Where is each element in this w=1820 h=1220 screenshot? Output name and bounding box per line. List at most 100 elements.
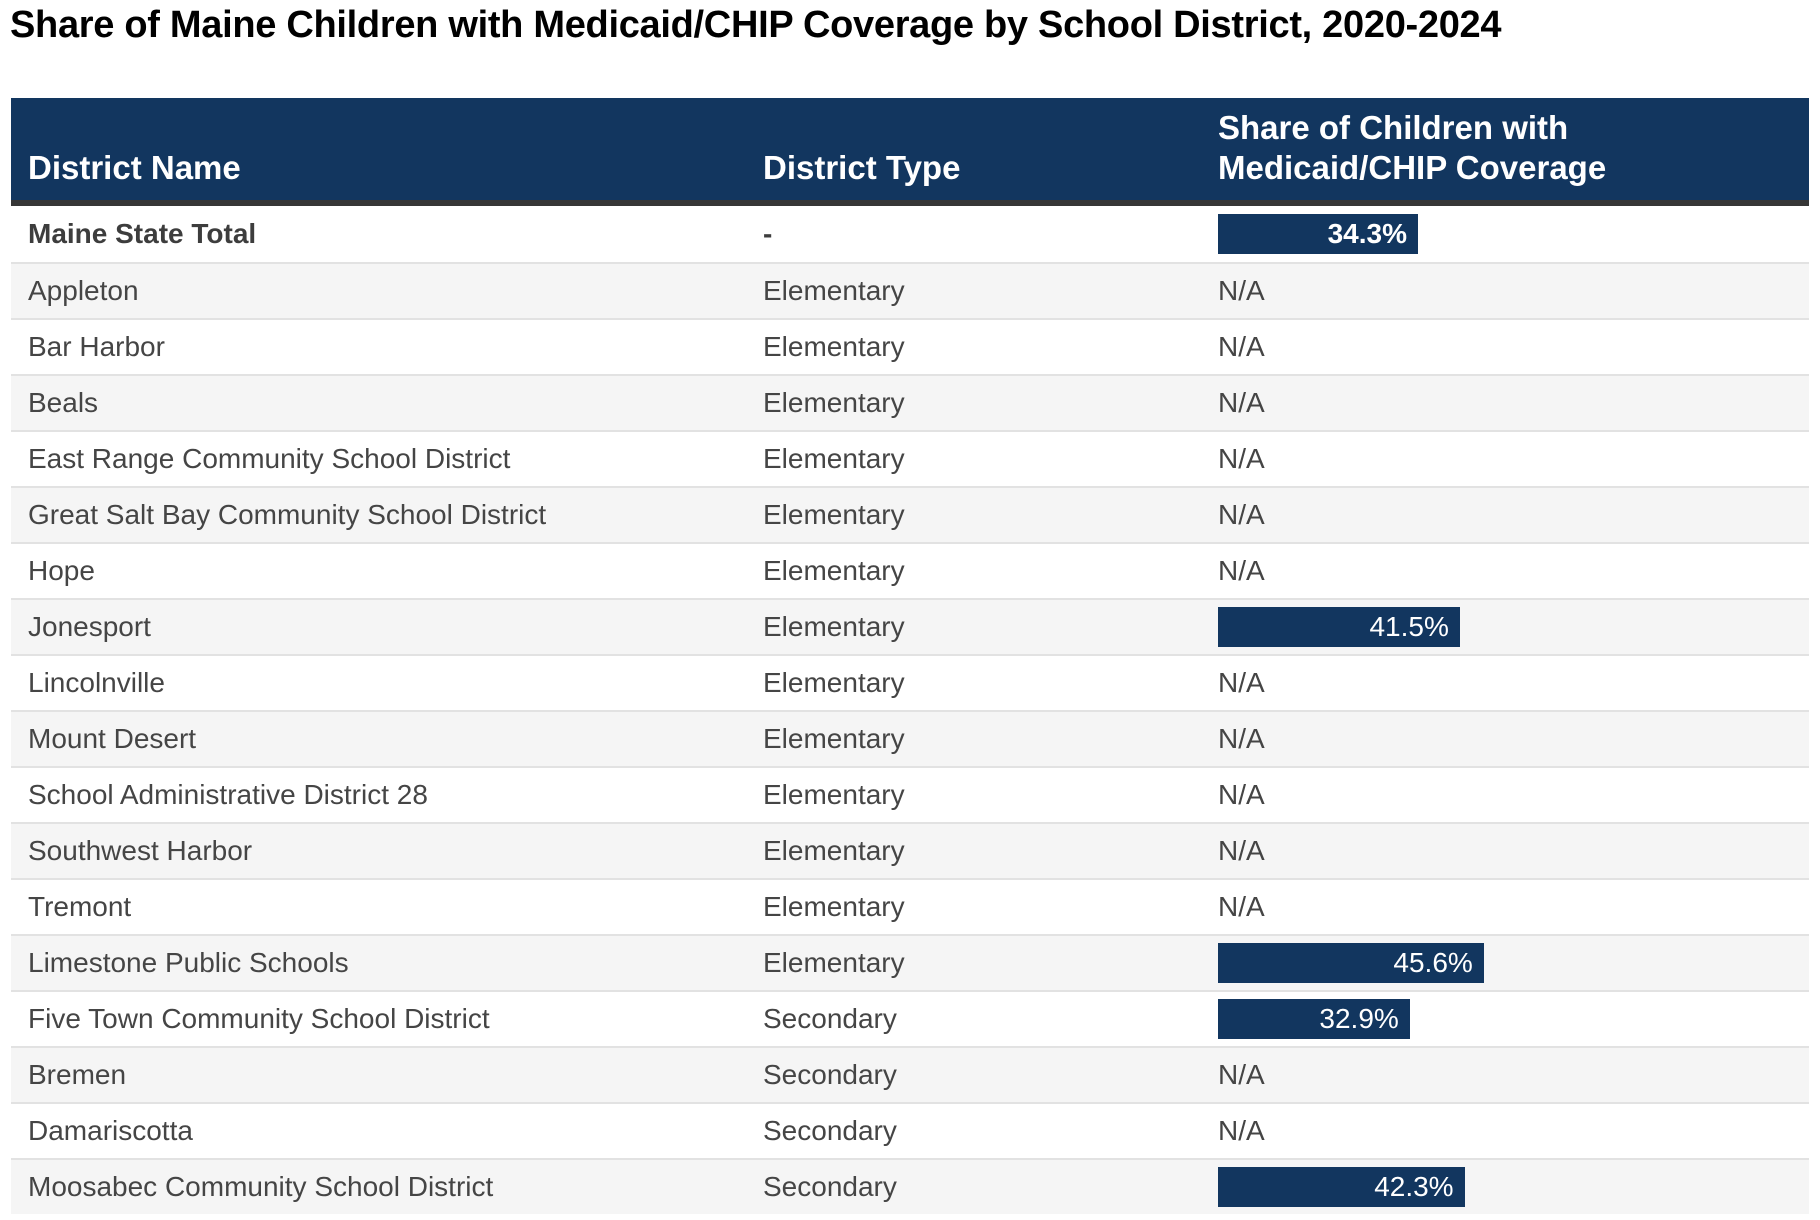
table-row: Appleton Elementary N/A	[11, 262, 1809, 318]
district-type-cell: Elementary	[763, 443, 905, 474]
coverage-na-value: N/A	[1218, 275, 1265, 306]
district-type-cell: Elementary	[763, 891, 905, 922]
table-row: Bremen Secondary N/A	[11, 1046, 1809, 1102]
coverage-cell: N/A	[1201, 779, 1809, 811]
coverage-cell: N/A	[1201, 275, 1809, 307]
table-row: Five Town Community School District Seco…	[11, 990, 1809, 1046]
district-type-cell: Secondary	[763, 1171, 897, 1202]
coverage-bar: 42.3%	[1218, 1167, 1465, 1207]
coverage-cell: 32.9%	[1201, 999, 1809, 1039]
table-body: Maine State Total - 34.3% Appleton Eleme…	[11, 206, 1809, 1214]
coverage-bar-value: 42.3%	[1374, 1171, 1454, 1202]
coverage-na-value: N/A	[1218, 499, 1265, 530]
coverage-na-value: N/A	[1218, 1059, 1265, 1090]
table-row: Limestone Public Schools Elementary 45.6…	[11, 934, 1809, 990]
coverage-cell: 34.3%	[1201, 214, 1809, 254]
district-type-cell: Elementary	[763, 779, 905, 810]
table-row: Tremont Elementary N/A	[11, 878, 1809, 934]
table-row: Southwest Harbor Elementary N/A	[11, 822, 1809, 878]
coverage-cell: N/A	[1201, 555, 1809, 587]
coverage-cell: 45.6%	[1201, 943, 1809, 983]
district-name-cell: Hope	[28, 555, 95, 586]
table-row: East Range Community School District Ele…	[11, 430, 1809, 486]
coverage-na-value: N/A	[1218, 835, 1265, 866]
table-row: Damariscotta Secondary N/A	[11, 1102, 1809, 1158]
column-header-district-type: District Type	[763, 148, 961, 186]
district-type-cell: Elementary	[763, 667, 905, 698]
coverage-cell: N/A	[1201, 1115, 1809, 1147]
coverage-bar: 32.9%	[1218, 999, 1410, 1039]
district-type-cell: Elementary	[763, 835, 905, 866]
district-name-cell: Mount Desert	[28, 723, 197, 754]
district-name-cell: Southwest Harbor	[28, 835, 253, 866]
column-header-district-name: District Name	[28, 148, 241, 186]
district-name-cell: School Administrative District 28	[28, 779, 428, 810]
coverage-cell: N/A	[1201, 387, 1809, 419]
district-name-cell: Bremen	[28, 1059, 127, 1090]
page-title: Share of Maine Children with Medicaid/CH…	[10, 4, 1502, 46]
coverage-na-value: N/A	[1218, 779, 1265, 810]
district-name-cell: Limestone Public Schools	[28, 947, 349, 978]
district-type-cell: Elementary	[763, 723, 905, 754]
coverage-na-value: N/A	[1218, 891, 1265, 922]
coverage-cell: N/A	[1201, 891, 1809, 923]
table-row: Beals Elementary N/A	[11, 374, 1809, 430]
coverage-cell: N/A	[1201, 443, 1809, 475]
table-row: Mount Desert Elementary N/A	[11, 710, 1809, 766]
district-type-cell: Elementary	[763, 611, 905, 642]
district-type-cell: Elementary	[763, 331, 905, 362]
coverage-na-value: N/A	[1218, 555, 1265, 586]
coverage-cell: N/A	[1201, 667, 1809, 699]
coverage-cell: 41.5%	[1201, 607, 1809, 647]
district-type-cell: -	[763, 218, 773, 249]
coverage-na-value: N/A	[1218, 443, 1265, 474]
column-header-coverage-share: Share of Children with Medicaid/CHIP Cov…	[1218, 108, 1607, 186]
coverage-na-value: N/A	[1218, 667, 1265, 698]
table-row: Hope Elementary N/A	[11, 542, 1809, 598]
coverage-bar-value: 41.5%	[1369, 611, 1449, 642]
district-type-cell: Elementary	[763, 555, 905, 586]
table-row: Jonesport Elementary 41.5%	[11, 598, 1809, 654]
district-name-cell: Jonesport	[28, 611, 151, 642]
coverage-bar: 41.5%	[1218, 607, 1460, 647]
table-row: Bar Harbor Elementary N/A	[11, 318, 1809, 374]
table-row: Maine State Total - 34.3%	[11, 206, 1809, 262]
coverage-na-value: N/A	[1218, 387, 1265, 418]
coverage-bar-value: 32.9%	[1319, 1003, 1399, 1034]
table-row: School Administrative District 28 Elemen…	[11, 766, 1809, 822]
coverage-cell: N/A	[1201, 499, 1809, 531]
table-row: Lincolnville Elementary N/A	[11, 654, 1809, 710]
district-name-cell: Appleton	[28, 275, 139, 306]
district-type-cell: Secondary	[763, 1003, 897, 1034]
district-name-cell: Maine State Total	[28, 218, 257, 249]
coverage-na-value: N/A	[1218, 1115, 1265, 1146]
district-type-cell: Elementary	[763, 387, 905, 418]
district-type-cell: Elementary	[763, 499, 905, 530]
district-type-cell: Elementary	[763, 947, 905, 978]
coverage-cell: N/A	[1201, 835, 1809, 867]
district-name-cell: East Range Community School District	[28, 443, 511, 474]
coverage-table: District Name District Type Share of Chi…	[11, 98, 1809, 1214]
coverage-cell: N/A	[1201, 331, 1809, 363]
table-header-row: District Name District Type Share of Chi…	[11, 98, 1809, 206]
coverage-bar: 45.6%	[1218, 943, 1484, 983]
coverage-cell: N/A	[1201, 723, 1809, 755]
coverage-na-value: N/A	[1218, 331, 1265, 362]
table-row: Great Salt Bay Community School District…	[11, 486, 1809, 542]
district-name-cell: Damariscotta	[28, 1115, 193, 1146]
coverage-bar-value: 34.3%	[1327, 218, 1407, 249]
district-name-cell: Lincolnville	[28, 667, 165, 698]
coverage-cell: 42.3%	[1201, 1167, 1809, 1207]
district-name-cell: Beals	[28, 387, 99, 418]
coverage-cell: N/A	[1201, 1059, 1809, 1091]
district-name-cell: Bar Harbor	[28, 331, 165, 362]
coverage-bar: 34.3%	[1218, 214, 1418, 254]
district-name-cell: Moosabec Community School District	[28, 1171, 494, 1202]
district-type-cell: Secondary	[763, 1115, 897, 1146]
district-type-cell: Secondary	[763, 1059, 897, 1090]
district-type-cell: Elementary	[763, 275, 905, 306]
coverage-na-value: N/A	[1218, 723, 1265, 754]
district-name-cell: Great Salt Bay Community School District	[28, 499, 547, 530]
district-name-cell: Tremont	[28, 891, 132, 922]
table-row: Moosabec Community School District Secon…	[11, 1158, 1809, 1214]
